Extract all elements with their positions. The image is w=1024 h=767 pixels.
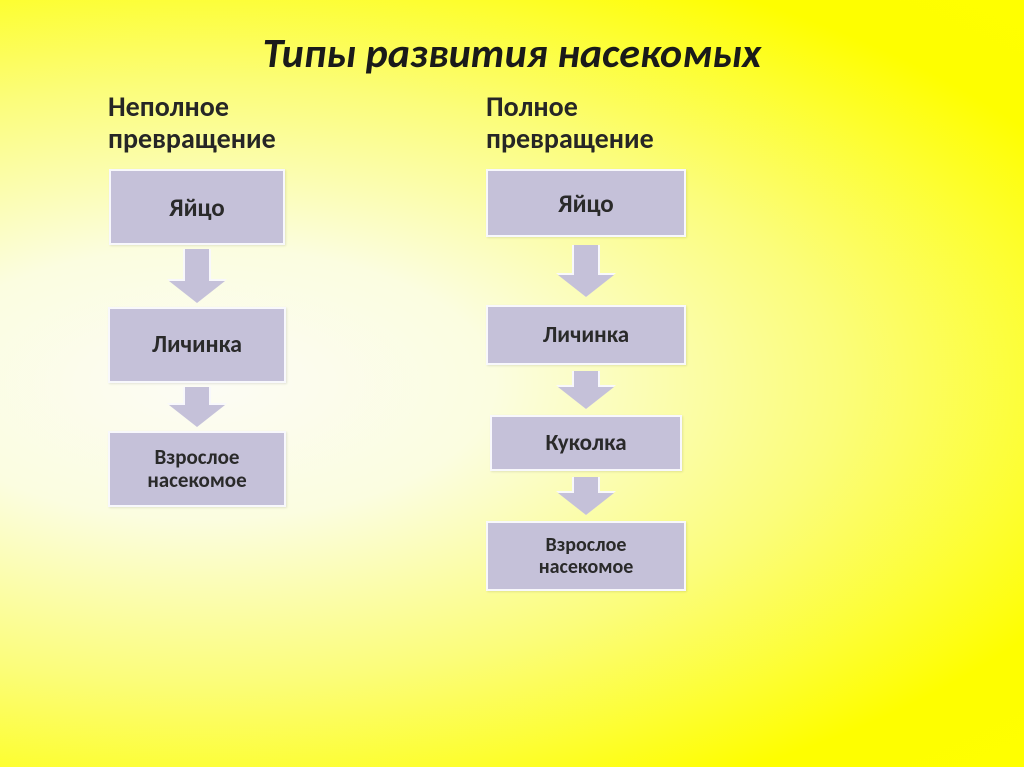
page-title: Типы развития насекомых [0,0,1024,79]
stage-box: Яйцо [486,169,686,237]
down-arrow-icon [558,477,614,515]
subtitle-complete: Полноепревращение [486,91,654,155]
stage-box: Взрослоенасекомое [108,431,286,507]
flow-complete: Яйцо Личинка Куколка Взрослоенасекомое [486,169,686,591]
down-arrow-icon [169,387,225,427]
columns-container: Неполноепревращение Яйцо Личинка Взрослоен… [0,79,1024,591]
stage-box: Яйцо [109,169,285,245]
stage-box: Личинка [108,307,286,383]
stage-box: Личинка [486,305,686,365]
down-arrow-icon [558,245,614,297]
column-incomplete: Неполноепревращение Яйцо Личинка Взрослоен… [108,91,286,591]
down-arrow-icon [558,371,614,409]
subtitle-incomplete: Неполноепревращение [108,91,276,155]
column-complete: Полноепревращение Яйцо Личинка Куколка Взро… [486,91,686,591]
stage-box: Куколка [490,415,682,471]
stage-box: Взрослоенасекомое [486,521,686,591]
flow-incomplete: Яйцо Личинка Взрослоенасекомое [108,169,286,507]
down-arrow-icon [169,249,225,303]
